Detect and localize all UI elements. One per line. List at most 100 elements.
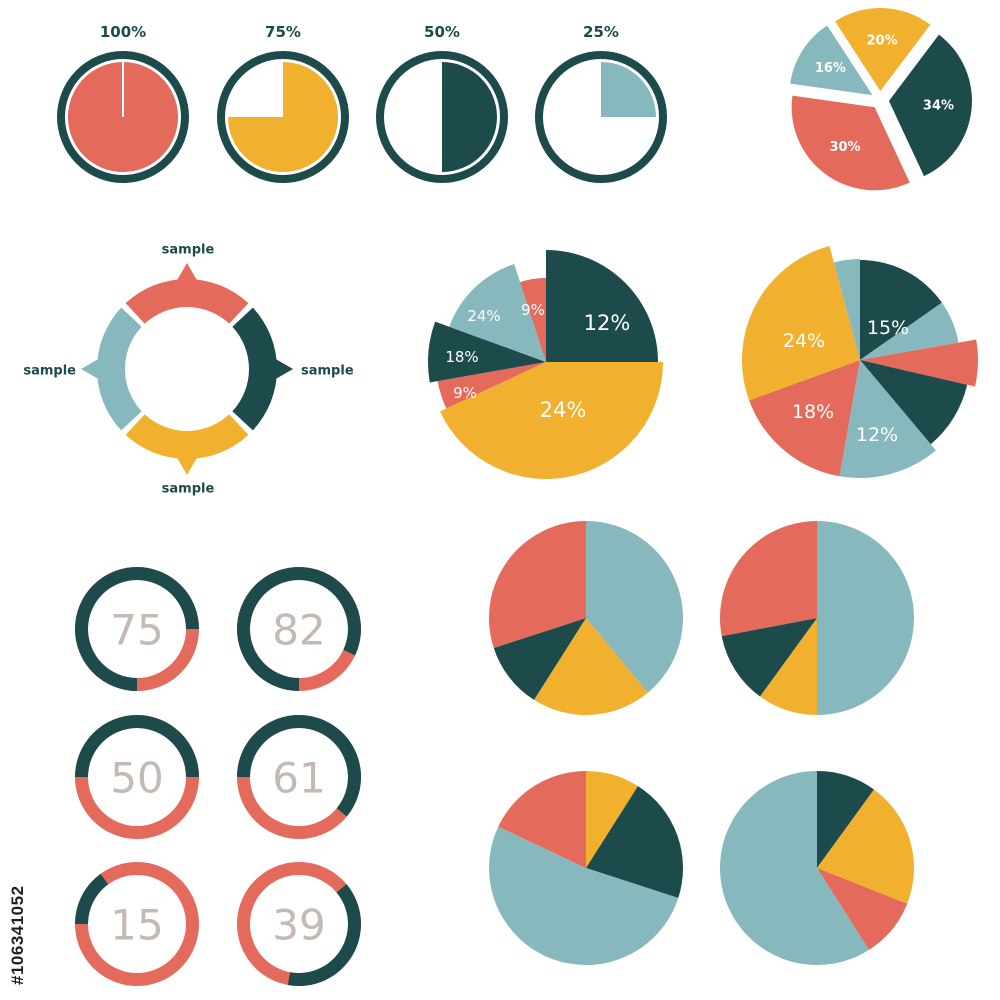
cycle-segment bbox=[125, 279, 249, 324]
vr1-slice bbox=[449, 264, 546, 362]
plain-pie-slice bbox=[586, 786, 683, 898]
donut-value-text: 39 bbox=[272, 901, 325, 950]
donut-value-arc bbox=[287, 884, 361, 986]
vr1-slice-label: 12% bbox=[584, 311, 631, 335]
progress-slice bbox=[601, 62, 656, 117]
exploded-pie-label: 20% bbox=[866, 34, 897, 49]
cycle-arrow bbox=[81, 358, 100, 380]
vr2-slice bbox=[833, 259, 860, 360]
donut-value-text: 50 bbox=[110, 754, 163, 803]
cycle-arrow bbox=[274, 358, 293, 380]
plain-pie-slice bbox=[498, 770, 586, 868]
plain-pie-slice bbox=[719, 771, 869, 965]
exploded-pie-wedge bbox=[790, 25, 873, 96]
donut-61: 61 bbox=[236, 714, 361, 839]
vr1-slice-label: 9% bbox=[521, 301, 545, 319]
progress-slice bbox=[228, 62, 338, 172]
stock-id-text: #106341052 bbox=[8, 885, 27, 985]
plain-pie-slice bbox=[817, 771, 875, 868]
progress-50: 50% bbox=[376, 23, 508, 183]
donut-82: 82 bbox=[236, 567, 361, 691]
plain-pie-slice bbox=[493, 618, 586, 700]
plain-pie-slice bbox=[817, 789, 915, 904]
exploded-pie-label: 34% bbox=[923, 99, 954, 114]
exploded-pie-slice: 34% bbox=[888, 34, 972, 177]
vr1-slice bbox=[428, 321, 546, 383]
donut-39: 39 bbox=[236, 862, 361, 986]
vr2-slice bbox=[860, 339, 978, 387]
donut-value-text: 82 bbox=[272, 606, 325, 655]
cycle-label: sample bbox=[162, 482, 215, 497]
exploded-pie-label: 16% bbox=[815, 61, 846, 76]
donut-50: 50 bbox=[74, 715, 199, 839]
donut-15: 15 bbox=[74, 862, 199, 986]
vr1-slice-label: 9% bbox=[453, 384, 477, 402]
plain-pie-slice bbox=[586, 521, 683, 693]
plain-pie-slice bbox=[720, 521, 817, 637]
plain-pie-slice bbox=[817, 521, 914, 715]
exploded-pie-slice: 30% bbox=[791, 95, 910, 191]
progress-label: 75% bbox=[265, 23, 301, 41]
plain-pie-slice bbox=[586, 771, 638, 868]
exploded-pie-slice: 20% bbox=[835, 8, 931, 92]
donut-value-arc bbox=[75, 715, 199, 777]
cycle-segment bbox=[232, 307, 277, 431]
cycle-arrow bbox=[176, 456, 198, 475]
cycle-arrow bbox=[176, 263, 198, 282]
donut-value-text: 75 bbox=[110, 606, 163, 655]
cycle-segment bbox=[125, 414, 249, 460]
vr1-slice bbox=[520, 278, 546, 362]
exploded-pie: 20% 34% 30% 16% bbox=[790, 8, 972, 191]
plain-pie-3 bbox=[489, 770, 683, 965]
plain-pie-slice bbox=[534, 618, 648, 715]
variable-radius-pie-1: 12% 24% 9% 18% 24% 9% bbox=[428, 250, 663, 480]
plain-pie-slice bbox=[721, 618, 817, 697]
vr2-slice bbox=[860, 260, 942, 360]
progress-label: 25% bbox=[583, 23, 619, 41]
progress-slice bbox=[442, 62, 497, 172]
plain-pie-slice bbox=[759, 618, 817, 715]
donut-value-text: 15 bbox=[110, 901, 163, 950]
exploded-pie-wedge bbox=[791, 95, 910, 191]
vr2-slice-label: 18% bbox=[792, 401, 834, 423]
cycle-label: sample bbox=[162, 243, 215, 258]
vr1-slice bbox=[546, 250, 658, 362]
vr2-slice bbox=[860, 360, 968, 445]
plain-pie-slice bbox=[489, 826, 679, 965]
vr1-slice bbox=[439, 362, 663, 480]
exploded-pie-label: 30% bbox=[829, 140, 860, 155]
exploded-pie-wedge bbox=[835, 8, 931, 92]
donut-value-text: 61 bbox=[272, 754, 325, 803]
cycle-ring: sample sample sample sample bbox=[23, 243, 353, 497]
plain-pie-1 bbox=[488, 521, 683, 715]
vr1-slice-label: 24% bbox=[467, 307, 500, 325]
vr1-slice-label: 24% bbox=[540, 398, 587, 422]
donut-75: 75 bbox=[74, 567, 199, 691]
donut-value-arc bbox=[75, 873, 109, 924]
plain-pie-4 bbox=[719, 771, 915, 965]
progress-label: 100% bbox=[100, 23, 146, 41]
vr2-slice bbox=[742, 246, 860, 401]
exploded-pie-wedge bbox=[888, 34, 972, 177]
exploded-pie-slice: 16% bbox=[790, 25, 873, 96]
vr1-slice bbox=[437, 362, 546, 409]
progress-100: 100% bbox=[57, 23, 189, 183]
donut-value-arc bbox=[237, 714, 361, 817]
variable-radius-pie-2: 15% 12% 18% 24% bbox=[742, 246, 978, 478]
plain-pie-2 bbox=[720, 521, 914, 715]
progress-label: 50% bbox=[424, 23, 460, 41]
vr1-slice-label: 18% bbox=[445, 348, 478, 366]
vr2-slice bbox=[839, 360, 936, 478]
plain-pie-slice bbox=[817, 868, 908, 950]
plain-pie-slice bbox=[488, 521, 586, 648]
vr2-slice bbox=[860, 302, 959, 360]
progress-25: 25% bbox=[535, 23, 667, 183]
vr2-slice-label: 12% bbox=[856, 424, 898, 446]
cycle-label: sample bbox=[23, 364, 76, 379]
cycle-label: sample bbox=[301, 364, 354, 379]
vr2-slice bbox=[749, 360, 860, 477]
vr2-slice-label: 15% bbox=[867, 317, 909, 339]
vr2-slice-label: 24% bbox=[783, 330, 825, 352]
cycle-segment bbox=[97, 307, 142, 431]
